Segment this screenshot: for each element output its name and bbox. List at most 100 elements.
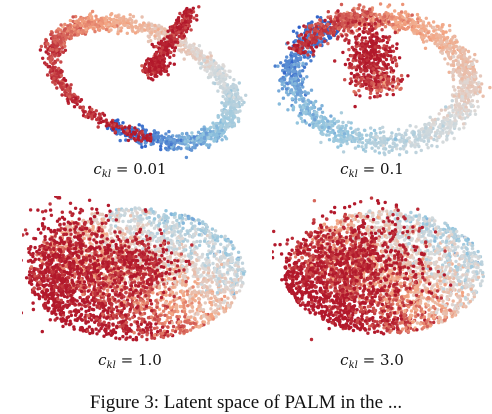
scatter-point bbox=[137, 132, 141, 136]
scatter-point bbox=[353, 91, 358, 95]
scatter-point bbox=[146, 57, 150, 61]
scatter-point bbox=[326, 41, 330, 46]
scatter-point bbox=[159, 147, 163, 152]
scatter-point bbox=[386, 138, 390, 142]
scatter-point bbox=[357, 21, 362, 25]
scatter-point bbox=[186, 146, 190, 151]
scatter-point bbox=[232, 106, 237, 111]
scatter-point bbox=[131, 14, 136, 19]
scatter-point bbox=[234, 85, 239, 90]
scatter-point bbox=[214, 77, 219, 82]
scatter-point bbox=[293, 59, 298, 64]
scatter-point bbox=[304, 62, 308, 66]
scatter-point bbox=[208, 75, 213, 79]
scatter-point bbox=[193, 52, 197, 56]
scatter-point bbox=[221, 94, 225, 99]
scatter-point bbox=[384, 141, 389, 145]
scatter-point bbox=[458, 111, 463, 115]
scatter-point bbox=[153, 23, 157, 28]
scatter-point bbox=[180, 14, 184, 18]
scatter-point bbox=[312, 49, 316, 53]
scatter-point bbox=[146, 316, 151, 320]
scatter-point bbox=[130, 21, 134, 25]
scatter-point bbox=[162, 135, 166, 140]
scatter-point bbox=[196, 48, 200, 52]
scatter-point bbox=[297, 25, 301, 29]
scatter-point bbox=[451, 77, 456, 82]
scatter-point bbox=[189, 221, 194, 225]
scatter-point bbox=[409, 144, 413, 148]
scatter-point bbox=[464, 108, 468, 112]
scatter-point bbox=[391, 49, 396, 53]
scatter-point bbox=[163, 285, 167, 289]
scatter-point bbox=[157, 64, 161, 69]
scatter-point bbox=[356, 81, 360, 86]
scatter-point bbox=[63, 44, 67, 48]
scatter-point bbox=[330, 130, 334, 134]
scatter-point bbox=[90, 15, 94, 19]
scatter-point bbox=[366, 140, 370, 145]
scatter-point bbox=[290, 97, 294, 101]
scatter-point bbox=[315, 29, 320, 33]
scatter-point bbox=[44, 62, 48, 67]
scatter-point bbox=[306, 53, 310, 57]
scatter-point bbox=[197, 57, 202, 62]
scatter-point bbox=[205, 252, 210, 257]
scatter-point bbox=[169, 50, 173, 55]
scatter-point bbox=[173, 40, 177, 44]
scatter-point bbox=[478, 74, 483, 78]
scatter-point bbox=[164, 66, 169, 71]
scatter-point bbox=[93, 114, 97, 118]
scatter-point bbox=[367, 65, 371, 70]
scatter-point bbox=[387, 20, 391, 24]
scatter-point bbox=[57, 53, 61, 57]
scatter-point bbox=[75, 102, 79, 107]
scatter-point bbox=[387, 49, 391, 54]
scatter-point bbox=[128, 13, 132, 17]
scatter-point bbox=[132, 136, 136, 141]
scatter-point bbox=[476, 105, 480, 109]
scatter-point bbox=[362, 26, 367, 31]
scatter-point bbox=[454, 103, 458, 107]
scatter-point bbox=[182, 23, 186, 27]
scatter-point bbox=[475, 59, 479, 63]
scatter-point bbox=[453, 116, 457, 120]
scatter-point bbox=[157, 46, 161, 50]
scatter-point bbox=[228, 110, 233, 115]
scatter-point bbox=[366, 73, 370, 77]
scatter-point bbox=[414, 125, 418, 129]
scatter-point bbox=[353, 54, 357, 59]
scatter-point bbox=[155, 74, 159, 79]
scatter-point bbox=[443, 127, 447, 131]
scatter-point bbox=[476, 82, 480, 87]
scatter-point bbox=[368, 133, 372, 137]
scatter-point bbox=[90, 9, 95, 14]
scatter-point bbox=[367, 80, 371, 84]
scatter-point bbox=[304, 42, 308, 46]
scatter-point bbox=[408, 124, 412, 128]
scatter-point bbox=[293, 82, 297, 86]
scatter-point bbox=[343, 62, 348, 67]
scatter-point bbox=[196, 130, 201, 134]
scatter-point bbox=[73, 30, 77, 34]
scatter-point bbox=[452, 94, 456, 98]
scatter-point bbox=[415, 12, 420, 17]
scatter-point bbox=[336, 35, 340, 39]
scatter-point bbox=[445, 122, 449, 126]
scatter-point bbox=[306, 56, 310, 60]
scatter-point bbox=[242, 100, 246, 105]
scatter-point bbox=[219, 133, 224, 138]
scatter-point bbox=[149, 328, 153, 332]
scatter-point bbox=[73, 33, 77, 37]
scatter-point bbox=[458, 81, 463, 85]
panel-label-variable: c bbox=[340, 160, 349, 178]
scatter-point bbox=[353, 138, 357, 142]
scatter-point bbox=[448, 126, 452, 130]
scatter-point bbox=[202, 58, 207, 62]
scatter-point bbox=[404, 150, 409, 154]
scatter-point bbox=[376, 19, 381, 23]
scatter-point bbox=[331, 123, 335, 128]
scatter-point bbox=[428, 115, 432, 120]
scatter-point bbox=[304, 109, 308, 114]
scatter-point bbox=[357, 88, 361, 93]
